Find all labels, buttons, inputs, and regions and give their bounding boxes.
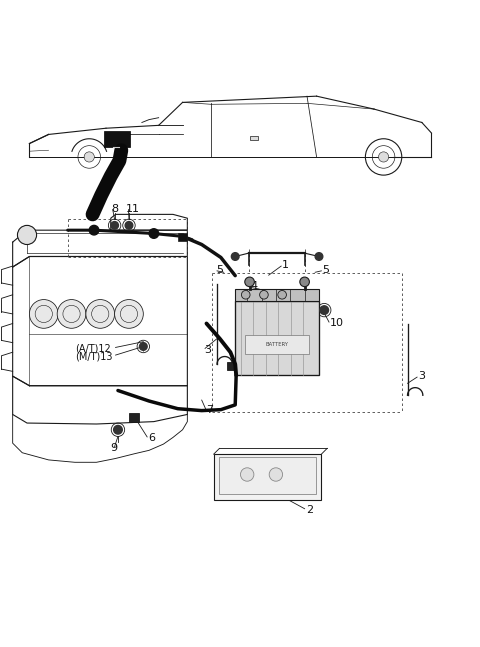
Text: 11: 11 [126, 204, 140, 214]
Circle shape [125, 221, 133, 229]
Circle shape [269, 468, 283, 481]
Circle shape [114, 426, 122, 434]
Bar [235, 301, 319, 375]
Bar [219, 457, 316, 494]
Text: 7: 7 [206, 404, 214, 415]
Text: (A/T)12: (A/T)12 [75, 344, 110, 353]
Bar [227, 362, 235, 370]
Bar [129, 413, 140, 422]
Text: 5: 5 [216, 265, 223, 275]
Circle shape [29, 300, 58, 328]
Text: BATTERY: BATTERY [265, 342, 288, 347]
Text: 3: 3 [204, 345, 211, 355]
Text: 1: 1 [282, 259, 289, 270]
Text: 10: 10 [330, 318, 344, 329]
Circle shape [86, 300, 115, 328]
Circle shape [140, 343, 147, 350]
Bar [250, 136, 258, 140]
Bar [214, 454, 322, 499]
Circle shape [149, 229, 158, 238]
Circle shape [320, 306, 328, 314]
Circle shape [260, 291, 268, 299]
Bar [104, 131, 130, 148]
Bar [235, 289, 319, 301]
Bar [178, 232, 187, 241]
Text: 9: 9 [110, 443, 117, 453]
Text: 8: 8 [111, 204, 118, 214]
Circle shape [57, 300, 86, 328]
Text: 3: 3 [418, 371, 425, 381]
Circle shape [278, 291, 287, 299]
Circle shape [231, 253, 239, 260]
Circle shape [84, 152, 95, 162]
Circle shape [17, 225, 36, 245]
Circle shape [300, 277, 310, 287]
Circle shape [245, 277, 254, 287]
Circle shape [240, 468, 254, 481]
Circle shape [89, 225, 99, 235]
Circle shape [241, 291, 250, 299]
Circle shape [115, 300, 144, 328]
Text: 4: 4 [251, 281, 258, 291]
Text: 6: 6 [148, 433, 155, 443]
Circle shape [111, 221, 119, 229]
Text: 2: 2 [306, 505, 313, 515]
Text: 5: 5 [323, 265, 329, 275]
Text: (M/T)13: (M/T)13 [75, 351, 112, 361]
Circle shape [315, 253, 323, 260]
Bar [245, 334, 310, 354]
Circle shape [379, 152, 389, 162]
